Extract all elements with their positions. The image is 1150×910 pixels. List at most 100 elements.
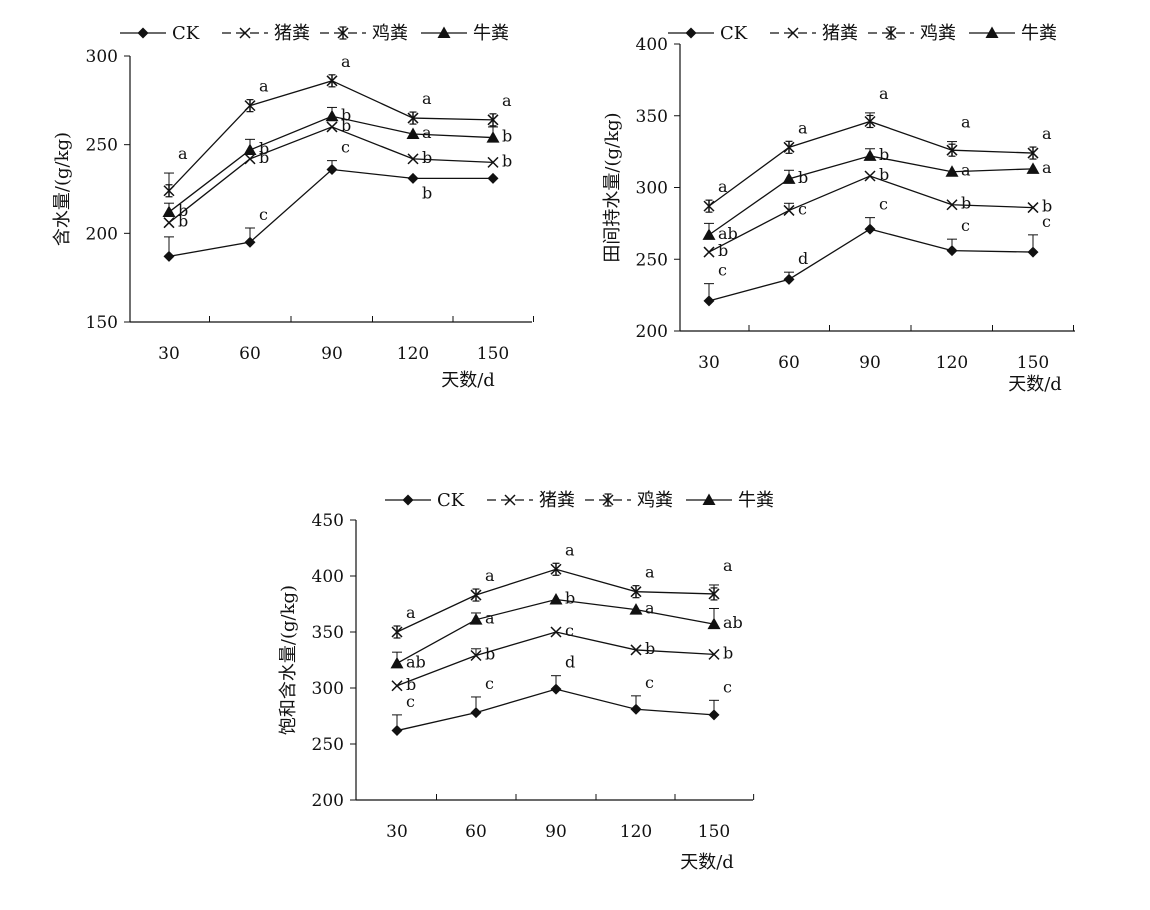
y-tick-label: 300 (312, 679, 344, 699)
significance-letter: a (502, 91, 512, 110)
legend-marker (504, 494, 516, 506)
data-point (407, 111, 419, 125)
legend-item: 鸡粪 (320, 23, 408, 44)
y-tick-label: 350 (636, 107, 668, 127)
significance-letter: b (961, 194, 971, 213)
legend-label: CK (720, 23, 748, 44)
significance-letter: a (961, 113, 971, 132)
y-tick-label: 450 (312, 511, 344, 531)
y-tick-label: 250 (312, 735, 344, 755)
data-point (326, 74, 338, 88)
legend-label: 鸡粪 (920, 23, 956, 44)
data-point (864, 170, 876, 182)
legend-label: 猪粪 (274, 23, 310, 44)
legend-marker (337, 26, 349, 40)
legend-item: 猪粪 (487, 490, 575, 511)
y-tick-label: 300 (636, 179, 668, 199)
series-line (708, 120, 1034, 207)
significance-letter: b (502, 127, 512, 146)
legend-marker (885, 26, 897, 40)
data-point (244, 99, 256, 113)
significance-letter: a (565, 540, 575, 559)
data-point (326, 121, 338, 133)
data-point (550, 683, 562, 695)
legend-label: 猪粪 (822, 23, 858, 44)
significance-letter: d (565, 653, 575, 672)
significance-letter: c (879, 195, 888, 214)
data-point (487, 156, 499, 168)
significance-letter: b (718, 241, 728, 260)
significance-letter: a (341, 52, 351, 71)
data-point (406, 127, 420, 140)
significance-letter: a (485, 609, 495, 628)
significance-letter: a (961, 161, 971, 180)
data-point (864, 223, 876, 235)
legend-item: 鸡粪 (585, 490, 673, 511)
data-point (244, 236, 256, 248)
significance-letter: b (341, 105, 351, 124)
legend-label: 猪粪 (539, 490, 575, 511)
legend-item: 牛粪 (421, 23, 509, 44)
legend-marker (402, 494, 414, 506)
data-point (326, 163, 338, 175)
x-tick-label: 120 (397, 344, 429, 364)
data-point (390, 656, 404, 669)
significance-letter: a (723, 556, 733, 575)
x-tick-label: 60 (465, 822, 487, 842)
data-point (391, 680, 403, 692)
significance-letter: a (1042, 158, 1052, 177)
significance-letter: b (341, 116, 351, 135)
data-point (549, 593, 563, 605)
legend-label: 牛粪 (738, 490, 774, 511)
data-point (702, 228, 716, 240)
y-tick-label: 200 (86, 224, 118, 244)
x-tick-label: 120 (936, 353, 968, 373)
data-point (1026, 162, 1040, 174)
legend-marker (602, 493, 614, 507)
y-axis-title: 田间持水量/(g/kg) (602, 112, 623, 262)
x-tick-label: 150 (1017, 353, 1049, 373)
x-tick-label: 30 (698, 353, 720, 373)
legend-marker (137, 27, 149, 39)
legend-item: CK (385, 490, 465, 511)
significance-letter: b (798, 168, 808, 187)
y-tick-label: 400 (312, 567, 344, 587)
x-tick-label: 150 (477, 344, 509, 364)
data-point (486, 131, 500, 143)
significance-letter: c (723, 677, 732, 696)
data-point (1027, 202, 1039, 214)
chart-3: 200 250 300 350 400 450 30 60 90 120 150 天数/d 饱和含水量/… (278, 490, 774, 873)
data-point (708, 709, 720, 721)
legend-label: 鸡粪 (372, 23, 408, 44)
significance-letter: b (422, 183, 432, 202)
significance-letter: ab (723, 613, 743, 632)
data-point (469, 613, 483, 625)
significance-letter: a (485, 566, 495, 585)
significance-letter: b (406, 675, 416, 694)
legend-label: 牛粪 (1021, 23, 1057, 44)
significance-letter: b (565, 589, 575, 608)
data-point (863, 149, 877, 161)
data-point (629, 603, 643, 615)
significance-letter: ab (406, 652, 426, 671)
series-line (168, 168, 493, 258)
legend-label: CK (172, 23, 200, 44)
data-point (163, 250, 175, 262)
x-axis-title: 天数/d (1008, 374, 1062, 395)
legend-item: CK (668, 23, 748, 44)
data-point (630, 585, 642, 599)
data-point (162, 205, 176, 218)
data-point (470, 707, 482, 719)
data-point (783, 273, 795, 285)
significance-letter: c (341, 138, 350, 157)
significance-letter: c (961, 216, 970, 235)
